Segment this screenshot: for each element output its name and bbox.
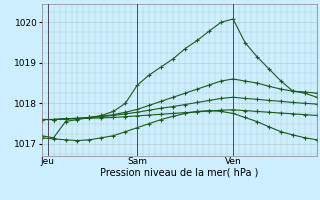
X-axis label: Pression niveau de la mer( hPa ): Pression niveau de la mer( hPa ) bbox=[100, 168, 258, 178]
